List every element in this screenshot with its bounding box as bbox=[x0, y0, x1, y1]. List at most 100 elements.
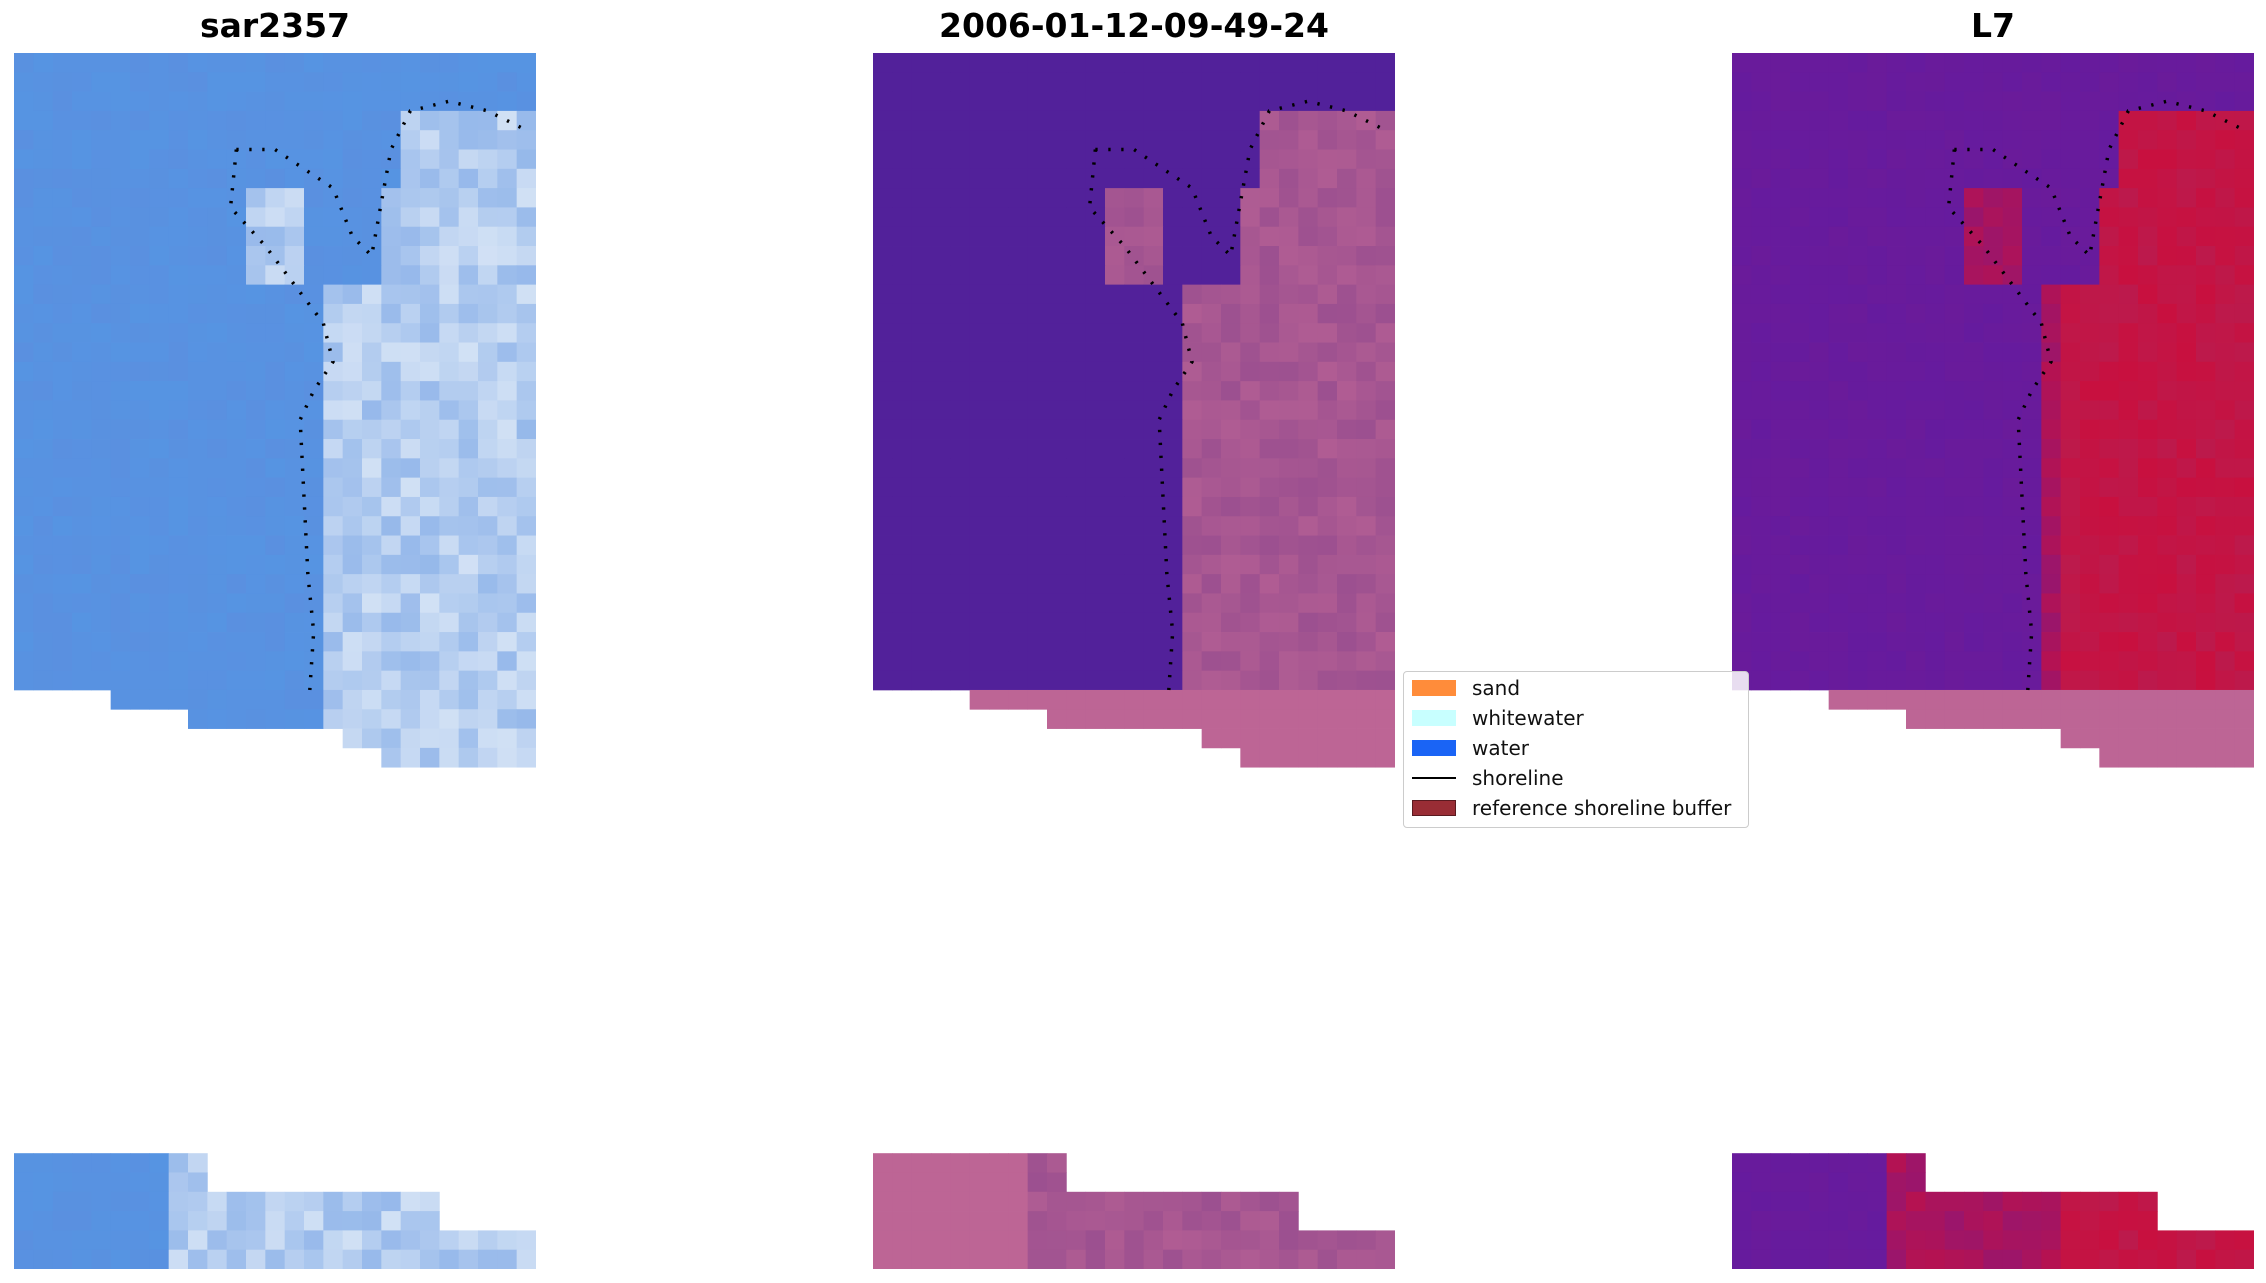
pixel bbox=[2138, 130, 2158, 150]
pixel bbox=[1279, 1211, 1299, 1231]
pixel bbox=[2138, 728, 2158, 749]
reference-buffer-swatch bbox=[1412, 800, 1456, 816]
pixel bbox=[91, 246, 112, 266]
pixel bbox=[1732, 381, 1752, 401]
pixel bbox=[2002, 400, 2023, 421]
pixel bbox=[381, 709, 402, 729]
pixel bbox=[1337, 612, 1357, 633]
pixel bbox=[1964, 670, 1984, 691]
pixel bbox=[381, 130, 402, 150]
pixel bbox=[1066, 188, 1087, 208]
pixel bbox=[246, 458, 266, 479]
pixel bbox=[1925, 168, 1946, 189]
pixel bbox=[1085, 323, 1106, 343]
pixel bbox=[1983, 168, 2004, 189]
pixel bbox=[207, 535, 228, 556]
pixel bbox=[1770, 419, 1791, 440]
pixel bbox=[1298, 689, 1319, 710]
pixel bbox=[439, 265, 460, 286]
pixel bbox=[1105, 91, 1125, 112]
pixel bbox=[1047, 554, 1067, 575]
pixel bbox=[1317, 91, 1338, 112]
pixel bbox=[2176, 188, 2197, 208]
pixel bbox=[72, 284, 92, 305]
pixel bbox=[265, 130, 286, 150]
pixel bbox=[1809, 188, 1830, 208]
pixel bbox=[420, 632, 440, 652]
pixel bbox=[72, 342, 92, 363]
pixel bbox=[1944, 207, 1965, 228]
pixel bbox=[188, 651, 208, 672]
pixel bbox=[2138, 419, 2158, 440]
pixel bbox=[1356, 265, 1377, 286]
pixel bbox=[2060, 477, 2081, 498]
pixel bbox=[362, 265, 382, 286]
pixel bbox=[381, 91, 402, 112]
pixel bbox=[1221, 458, 1241, 479]
pixel bbox=[2157, 91, 2178, 112]
pixel bbox=[497, 612, 518, 633]
pixel bbox=[246, 477, 266, 498]
pixel bbox=[989, 670, 1009, 691]
pixel bbox=[33, 342, 54, 363]
pixel bbox=[1848, 1211, 1868, 1231]
pixel bbox=[130, 632, 150, 652]
pixel bbox=[2080, 728, 2100, 749]
pixel bbox=[362, 91, 382, 112]
pixel bbox=[1085, 207, 1106, 228]
pixel bbox=[342, 1230, 363, 1251]
pixel bbox=[1337, 689, 1357, 710]
pixel bbox=[149, 130, 170, 150]
pixel bbox=[439, 188, 460, 208]
pixel bbox=[110, 72, 131, 92]
pixel bbox=[362, 168, 382, 189]
pixel bbox=[1906, 303, 1926, 324]
pixel bbox=[2099, 477, 2120, 498]
pixel bbox=[110, 265, 131, 286]
pixel bbox=[226, 361, 247, 382]
pixel bbox=[400, 419, 421, 440]
pixel bbox=[1163, 130, 1183, 150]
pixel bbox=[207, 342, 228, 363]
pixel bbox=[1143, 188, 1164, 208]
pixel bbox=[892, 496, 913, 517]
pixel bbox=[246, 554, 266, 575]
pixel bbox=[1886, 1153, 1907, 1173]
pixel bbox=[497, 207, 518, 228]
pixel bbox=[1143, 246, 1164, 266]
pixel bbox=[149, 284, 170, 305]
pixel bbox=[2196, 53, 2216, 73]
pixel bbox=[323, 265, 344, 286]
pixel bbox=[2157, 284, 2178, 305]
pixel bbox=[892, 188, 913, 208]
pixel bbox=[2176, 53, 2197, 73]
pixel bbox=[2176, 651, 2197, 672]
pixel bbox=[284, 477, 305, 498]
pixel bbox=[1298, 381, 1319, 401]
pixel bbox=[2176, 670, 2197, 691]
pixel bbox=[1182, 516, 1203, 536]
pixel bbox=[362, 53, 382, 73]
pixel bbox=[1964, 226, 1984, 247]
pixel bbox=[110, 1249, 131, 1269]
pixel bbox=[1886, 516, 1907, 536]
pixel bbox=[1828, 284, 1849, 305]
pixel bbox=[52, 361, 73, 382]
pixel bbox=[1279, 612, 1299, 633]
pixel bbox=[226, 284, 247, 305]
pixel bbox=[323, 168, 344, 189]
pixel bbox=[1221, 226, 1241, 247]
pixel bbox=[130, 477, 150, 498]
pixel bbox=[1732, 149, 1752, 170]
pixel bbox=[516, 72, 536, 92]
pixel bbox=[1317, 419, 1338, 440]
pixel bbox=[381, 400, 402, 421]
pixel bbox=[1886, 689, 1907, 710]
pixel bbox=[911, 477, 932, 498]
pixel bbox=[1790, 72, 1810, 92]
pixel bbox=[1201, 303, 1222, 324]
pixel bbox=[1221, 554, 1241, 575]
pixel bbox=[1337, 284, 1357, 305]
pixel bbox=[52, 612, 73, 633]
pixel bbox=[1085, 554, 1106, 575]
